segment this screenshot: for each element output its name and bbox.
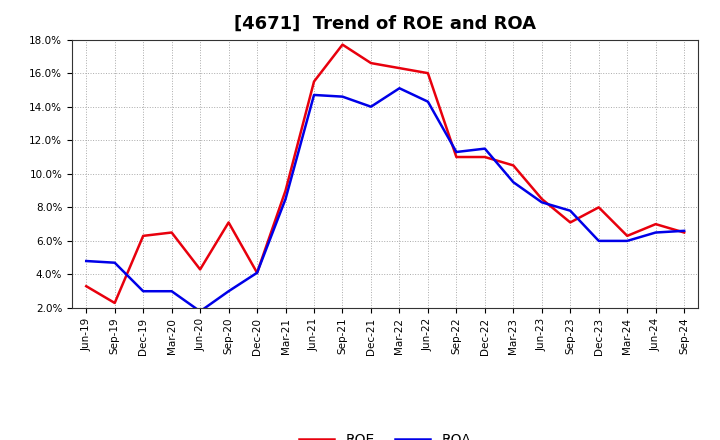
Legend: ROE, ROA: ROE, ROA xyxy=(294,428,477,440)
ROA xyxy=(623,238,631,244)
ROE xyxy=(225,220,233,225)
ROA xyxy=(566,208,575,213)
Title: [4671]  Trend of ROE and ROA: [4671] Trend of ROE and ROA xyxy=(234,15,536,33)
ROE xyxy=(537,196,546,202)
ROE xyxy=(595,205,603,210)
ROE xyxy=(652,221,660,227)
ROE xyxy=(566,220,575,225)
ROA xyxy=(652,230,660,235)
ROE xyxy=(509,163,518,168)
ROA xyxy=(423,99,432,104)
ROE xyxy=(480,154,489,160)
ROE xyxy=(366,60,375,66)
ROA xyxy=(310,92,318,98)
ROE xyxy=(253,270,261,275)
ROA xyxy=(167,289,176,294)
ROA xyxy=(110,260,119,265)
ROE xyxy=(110,301,119,306)
ROE xyxy=(452,154,461,160)
ROE xyxy=(680,230,688,235)
Line: ROE: ROE xyxy=(86,44,684,303)
ROA xyxy=(282,196,290,202)
ROE xyxy=(82,283,91,289)
ROE xyxy=(167,230,176,235)
ROE xyxy=(338,42,347,47)
ROA xyxy=(196,309,204,314)
ROA xyxy=(452,149,461,154)
ROE xyxy=(139,233,148,238)
ROE xyxy=(282,188,290,193)
Line: ROA: ROA xyxy=(86,88,684,312)
ROA xyxy=(395,86,404,91)
ROA xyxy=(82,258,91,264)
ROE xyxy=(623,233,631,238)
ROE xyxy=(196,267,204,272)
ROA xyxy=(537,200,546,205)
ROA xyxy=(338,94,347,99)
ROA xyxy=(480,146,489,151)
ROA xyxy=(139,289,148,294)
ROA xyxy=(680,228,688,234)
ROA xyxy=(595,238,603,244)
ROE xyxy=(395,66,404,71)
ROA xyxy=(253,270,261,275)
ROA xyxy=(366,104,375,109)
ROE xyxy=(423,70,432,76)
ROA xyxy=(225,289,233,294)
ROE xyxy=(310,79,318,84)
ROA xyxy=(509,180,518,185)
